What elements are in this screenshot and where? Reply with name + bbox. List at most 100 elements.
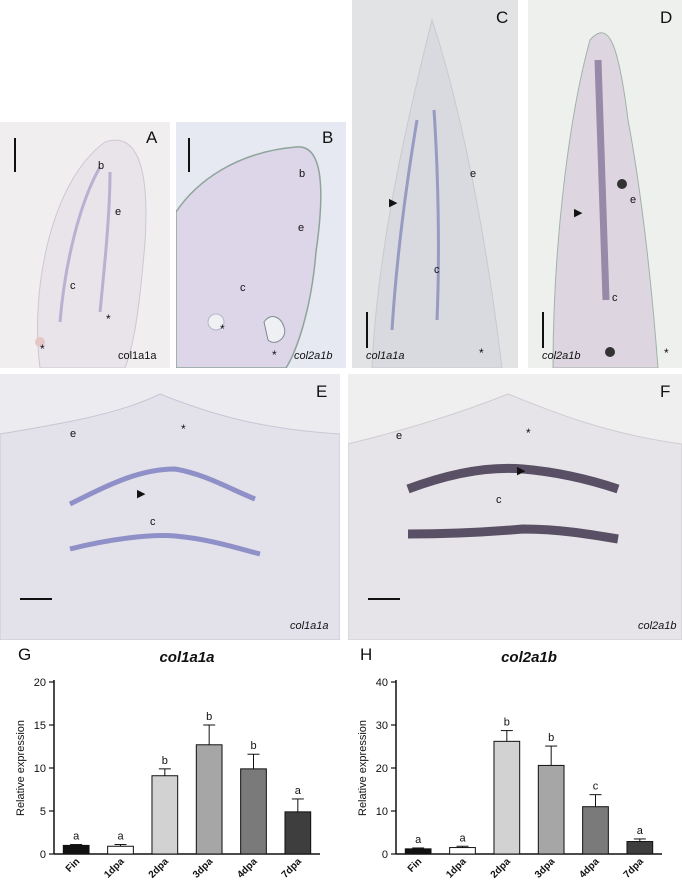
x-tick-label: 3dpa (191, 856, 216, 881)
tissue-image-f (348, 374, 682, 640)
y-tick-label: 10 (376, 806, 388, 818)
chart-title: col1a1a (159, 649, 214, 666)
x-tick-label: 7dpa (622, 856, 647, 881)
significance-letter: a (415, 834, 422, 846)
label-c: c (150, 516, 156, 528)
significance-letter: b (206, 711, 212, 723)
y-axis-label: Relative expression (15, 720, 27, 816)
gene-label: col2a1b (294, 350, 333, 362)
significance-letter: b (250, 740, 256, 752)
y-tick-label: 5 (40, 806, 46, 818)
bar (240, 768, 267, 855)
gene-label: col1a1a (366, 350, 405, 362)
x-tick-label: 1dpa (102, 856, 127, 881)
y-tick-label: 15 (34, 720, 46, 732)
panel-letter: E (316, 382, 328, 401)
gene-label: col1a1a (290, 620, 329, 632)
label-b: b (98, 160, 105, 172)
label-c: c (496, 494, 502, 506)
significance-letter: b (548, 732, 554, 744)
y-tick-label: 30 (376, 720, 388, 732)
asterisk-marker: * (526, 426, 531, 440)
tissue-image-c (352, 0, 518, 368)
bar (404, 848, 432, 855)
panel-letter: H (360, 645, 372, 664)
panel-c-micrograph: C ▶ e c * col1a1a (352, 0, 518, 368)
bar (449, 847, 476, 855)
bar (107, 845, 134, 855)
significance-letter: a (117, 831, 124, 843)
x-tick-label: 2dpa (489, 856, 514, 881)
x-tick-label: Fin (406, 856, 424, 874)
significance-letter: c (593, 781, 599, 793)
label-c: c (70, 280, 76, 292)
asterisk-marker: * (181, 422, 186, 436)
bar (195, 744, 223, 855)
panel-e-micrograph: E e * ▶ c col1a1a (0, 374, 340, 640)
scale-bar (14, 138, 16, 172)
panel-letter: G (18, 645, 31, 664)
bar (493, 740, 521, 855)
y-tick-label: 20 (34, 677, 46, 689)
significance-letter: a (637, 825, 644, 837)
asterisk-marker: * (40, 342, 45, 356)
asterisk-marker: * (220, 322, 225, 336)
significance-letter: b (504, 717, 510, 729)
bar (284, 811, 312, 855)
tissue-image-d (528, 0, 682, 368)
significance-letter: b (162, 755, 168, 767)
x-tick-label: 3dpa (533, 856, 558, 881)
tissue-image-a (0, 122, 170, 368)
panel-letter: A (146, 128, 158, 147)
y-tick-label: 40 (376, 677, 388, 689)
panel-letter: B (322, 128, 334, 147)
label-c: c (612, 292, 618, 304)
panel-f-micrograph: F e * ▶ c col2a1b (348, 374, 682, 640)
tissue-image-e (0, 374, 340, 640)
panel-d-micrograph: D ▶ e c * col2a1b (528, 0, 682, 368)
gene-label: col1a1a (118, 350, 157, 362)
scale-bar (20, 598, 52, 600)
x-tick-label: 1dpa (444, 856, 469, 881)
asterisk-marker: * (106, 312, 111, 326)
scale-bar (368, 598, 400, 600)
panel-letter: D (660, 8, 673, 27)
label-e: e (70, 428, 77, 440)
panel-b-micrograph: B b e c * * col2a1b (176, 122, 346, 368)
arrowhead-marker: ▶ (574, 207, 583, 219)
panel-letter: F (660, 382, 671, 401)
y-tick-label: 0 (382, 849, 388, 861)
bar (537, 764, 565, 855)
significance-letter: a (459, 832, 466, 844)
label-c: c (434, 264, 440, 276)
significance-letter: a (295, 785, 302, 797)
gene-label: col2a1b (638, 620, 677, 632)
y-tick-label: 20 (376, 763, 388, 775)
label-e: e (470, 168, 477, 180)
label-e: e (396, 430, 403, 442)
bar (582, 806, 609, 855)
arrowhead-marker: ▶ (517, 465, 526, 477)
label-b: b (299, 168, 306, 180)
label-c: c (240, 282, 246, 294)
x-tick-label: 4dpa (235, 856, 260, 881)
significance-letter: a (73, 831, 80, 843)
arrowhead-marker: ▶ (389, 197, 398, 209)
tissue-image-b (176, 122, 346, 368)
label-e: e (298, 222, 305, 234)
chart-title: col2a1b (501, 649, 557, 666)
y-tick-label: 10 (34, 763, 46, 775)
panel-letter: C (496, 8, 509, 27)
asterisk-marker: * (272, 348, 277, 362)
bar (62, 844, 90, 855)
x-tick-label: 2dpa (147, 856, 172, 881)
bar (626, 841, 654, 855)
bar (151, 775, 179, 855)
asterisk-marker: * (479, 346, 484, 360)
y-tick-label: 0 (40, 849, 46, 861)
label-e: e (115, 206, 122, 218)
